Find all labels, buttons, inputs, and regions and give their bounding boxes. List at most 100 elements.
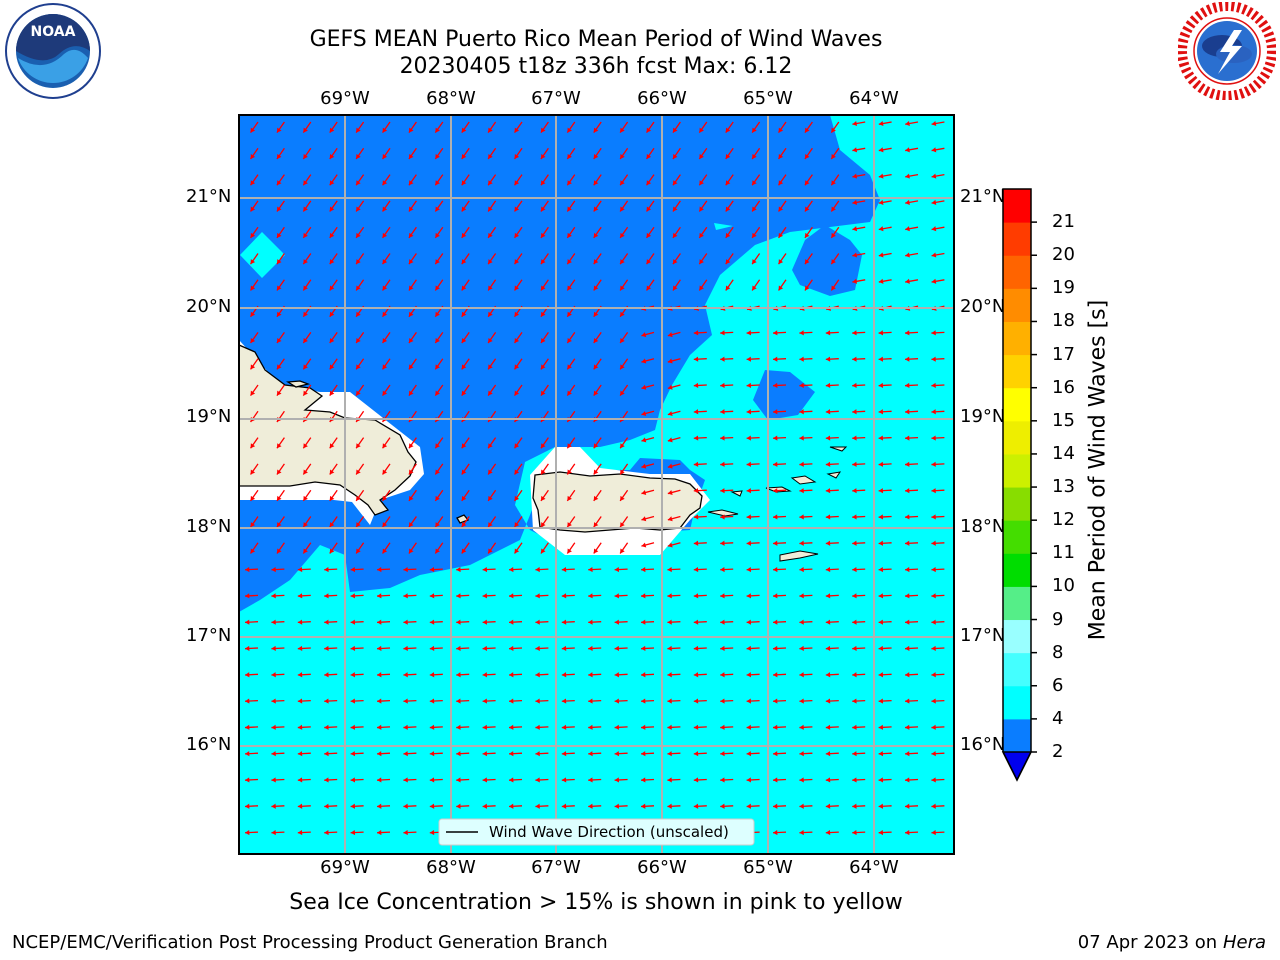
virgin-islands bbox=[707, 509, 739, 517]
wave-arrow-head bbox=[672, 180, 678, 186]
wave-arrow-head bbox=[250, 127, 256, 133]
wave-arrow-head bbox=[641, 411, 647, 417]
wave-arrow-head bbox=[303, 338, 308, 344]
wave-arrow-head bbox=[905, 593, 910, 599]
wave-arrow-head bbox=[567, 153, 572, 159]
wave-arrow-head bbox=[271, 751, 276, 757]
wave-arrow-head bbox=[350, 803, 356, 809]
wave-arrow-head bbox=[746, 724, 752, 730]
wave-arrow-head bbox=[271, 566, 276, 573]
wave-arrow-head bbox=[567, 311, 572, 317]
wave-arrow-head bbox=[852, 173, 858, 179]
wave-arrow-head bbox=[620, 469, 625, 475]
wave-arrow-head bbox=[588, 593, 593, 599]
wave-arrow-head bbox=[324, 724, 329, 730]
run-date: 07 Apr 2023 on Hera bbox=[1078, 932, 1266, 953]
wave-arrow-head bbox=[720, 803, 725, 809]
colorbar-tick-label: 21 bbox=[1052, 211, 1075, 233]
wave-arrow-head bbox=[720, 514, 725, 520]
wave-arrow-head bbox=[641, 645, 646, 652]
wave-arrow-head bbox=[852, 645, 857, 652]
wave-arrow-head bbox=[297, 829, 303, 836]
wave-arrow-head bbox=[245, 777, 250, 783]
wave-arrow-head bbox=[535, 777, 540, 783]
wave-arrow-head bbox=[825, 382, 831, 389]
wave-arrow-head bbox=[878, 173, 884, 179]
wave-arrow-head bbox=[746, 514, 752, 520]
wave-arrow-head bbox=[350, 724, 356, 730]
wave-arrow-head bbox=[429, 645, 435, 652]
lon-label-bottom: 64°W bbox=[849, 857, 899, 878]
wave-arrow-head bbox=[303, 259, 308, 265]
map-frame bbox=[238, 114, 955, 855]
wave-arrow-head bbox=[540, 180, 546, 186]
wave-arrow-head bbox=[667, 384, 673, 390]
colorbar-segment bbox=[1003, 718, 1031, 753]
wave-arrow-head bbox=[905, 514, 910, 520]
wave-arrow-head bbox=[382, 443, 388, 449]
wave-arrow-head bbox=[276, 153, 282, 159]
wave-arrow-head bbox=[535, 803, 540, 809]
wave-arrow-head bbox=[456, 593, 461, 599]
wave-arrow-head bbox=[931, 330, 936, 336]
wave-arrow-head bbox=[852, 226, 858, 232]
wave-arrow-head bbox=[878, 619, 884, 625]
wave-arrow-head bbox=[329, 443, 335, 449]
wave-arrow-head bbox=[852, 514, 857, 520]
wave-arrow-head bbox=[382, 364, 388, 370]
wave-arrow-head bbox=[488, 180, 493, 186]
wave-arrow-head bbox=[667, 489, 673, 495]
wave-arrow-head bbox=[799, 435, 804, 441]
wave-arrow-head bbox=[614, 803, 620, 809]
wave-arrow-head bbox=[799, 356, 804, 362]
colorbar-segment bbox=[1003, 420, 1031, 455]
wave-arrow-head bbox=[456, 777, 461, 783]
wave-arrow-head bbox=[620, 232, 625, 238]
lon-label-bottom: 68°W bbox=[426, 857, 476, 878]
wave-arrow-head bbox=[271, 777, 276, 783]
colorbar-tick-label: 20 bbox=[1052, 244, 1075, 266]
wave-arrow-head bbox=[878, 593, 884, 599]
wave-arrow-head bbox=[488, 390, 493, 396]
wave-arrow-head bbox=[488, 259, 493, 265]
wave-arrow-head bbox=[540, 548, 546, 554]
wave-arrow-head bbox=[641, 489, 647, 495]
wave-arrow-head bbox=[831, 206, 836, 212]
wave-arrow-head bbox=[488, 153, 493, 159]
wave-arrow-head bbox=[878, 488, 884, 494]
wave-arrow-head bbox=[588, 645, 593, 652]
wave-arrow-head bbox=[276, 364, 282, 370]
wave-arrow-head bbox=[931, 829, 936, 836]
wave-arrow-head bbox=[720, 540, 725, 546]
wave-arrow-head bbox=[852, 356, 857, 362]
wave-arrow-head bbox=[693, 540, 699, 546]
wave-arrow-head bbox=[699, 285, 704, 291]
wave-arrow-head bbox=[931, 514, 936, 520]
wave-arrow-head bbox=[435, 469, 440, 475]
wave-arrow-head bbox=[377, 619, 382, 625]
wave-arrow-head bbox=[693, 566, 699, 573]
wave-arrow-head bbox=[804, 206, 810, 212]
wave-arrow-head bbox=[831, 285, 836, 291]
wave-arrow-head bbox=[408, 495, 414, 501]
wave-arrow-head bbox=[693, 803, 699, 809]
wave-arrow-head bbox=[778, 206, 784, 212]
wave-arrow-head bbox=[435, 443, 440, 449]
wave-arrow-head bbox=[746, 698, 752, 704]
wave-arrow-head bbox=[461, 364, 467, 370]
wave-arrow-head bbox=[456, 566, 461, 573]
sea-ice-note: Sea Ice Concentration > 15% is shown in … bbox=[289, 890, 903, 915]
colorbar bbox=[1001, 188, 1037, 782]
wave-arrow-head bbox=[646, 285, 652, 291]
wave-arrow-head bbox=[905, 226, 910, 232]
wave-arrow-head bbox=[667, 463, 673, 469]
wave-arrow-head bbox=[593, 495, 599, 501]
colorbar-tick-label: 6 bbox=[1052, 674, 1064, 696]
wave-arrow-head bbox=[905, 173, 910, 179]
wave-arrow-head bbox=[488, 469, 493, 475]
wave-arrow-head bbox=[799, 409, 804, 415]
wave-arrow-head bbox=[482, 672, 488, 678]
wave-arrow-head bbox=[752, 153, 757, 159]
run-date-text: 07 Apr 2023 on bbox=[1077, 932, 1223, 953]
wave-arrow-head bbox=[403, 829, 408, 836]
